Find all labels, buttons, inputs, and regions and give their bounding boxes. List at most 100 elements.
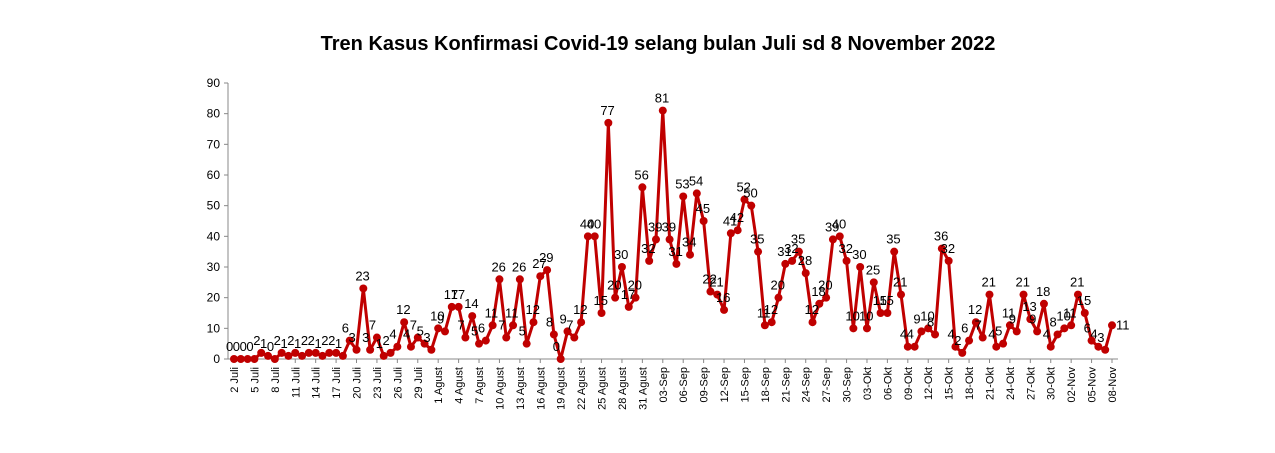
- data-label: 32: [941, 241, 955, 256]
- data-label: 7: [410, 318, 417, 333]
- data-point: [767, 318, 776, 327]
- data-point: [264, 351, 273, 360]
- data-label: 6: [342, 321, 349, 336]
- data-point: [985, 290, 994, 299]
- data-label: 1: [314, 336, 321, 351]
- data-label: 28: [798, 253, 812, 268]
- data-label: 4: [1090, 327, 1097, 342]
- data-label: 9: [1009, 311, 1016, 326]
- data-label: 2: [253, 333, 260, 348]
- data-point: [522, 339, 531, 348]
- y-tick-label: 70: [207, 137, 221, 151]
- series-markers: [230, 106, 1116, 363]
- x-tick-label: 27-Sep: [821, 367, 833, 402]
- x-tick-label: 25 Agust: [597, 367, 609, 410]
- data-label: 4: [907, 327, 914, 342]
- data-label: 21: [1016, 275, 1030, 290]
- x-tick-label: 1 Agust: [433, 367, 445, 404]
- data-label: 4: [389, 327, 396, 342]
- data-label: 56: [634, 167, 648, 182]
- data-point: [304, 348, 313, 357]
- data-label: 21: [1070, 275, 1084, 290]
- data-point: [1101, 345, 1110, 354]
- data-label: 18: [1036, 284, 1050, 299]
- x-tick-label: 22 Agust: [576, 367, 588, 410]
- data-label: 7: [975, 318, 982, 333]
- data-label: 4: [900, 327, 907, 342]
- data-label: 1: [294, 336, 301, 351]
- data-label: 50: [743, 186, 757, 201]
- data-label: 4: [988, 327, 995, 342]
- data-point: [413, 333, 422, 342]
- data-label: 17: [621, 287, 635, 302]
- data-label: 4: [1043, 327, 1050, 342]
- data-label: 13: [1022, 299, 1036, 314]
- data-point: [638, 183, 647, 192]
- data-point: [672, 259, 681, 268]
- data-point: [332, 348, 341, 357]
- data-label: 42: [730, 210, 744, 225]
- y-tick-label: 80: [207, 107, 221, 121]
- data-label: 54: [689, 173, 703, 188]
- data-label: 11: [757, 305, 771, 320]
- data-label: 7: [498, 318, 505, 333]
- data-point: [781, 259, 790, 268]
- data-label: 14: [464, 296, 478, 311]
- data-label: 0: [246, 339, 253, 354]
- data-label: 40: [587, 216, 601, 231]
- data-label: 7: [457, 318, 464, 333]
- data-point: [556, 355, 565, 363]
- data-point: [876, 309, 885, 317]
- data-point: [1053, 330, 1062, 339]
- data-point: [1033, 327, 1042, 336]
- data-label: 30: [852, 247, 866, 262]
- data-point: [502, 333, 511, 342]
- x-tick-label: 19 Agust: [556, 367, 568, 410]
- data-point: [883, 309, 892, 317]
- data-label: 6: [1084, 321, 1091, 336]
- data-label: 40: [580, 216, 594, 231]
- data-point: [536, 272, 545, 281]
- data-point: [862, 324, 871, 333]
- data-label: 2: [321, 333, 328, 348]
- x-tick-label: 12-Sep: [719, 367, 731, 402]
- data-label: 12: [573, 302, 587, 317]
- data-label: 17: [451, 287, 465, 302]
- data-point: [856, 263, 865, 271]
- x-tick-label: 30-Sep: [842, 367, 854, 402]
- data-label: 15: [879, 293, 893, 308]
- data-label: 21: [893, 275, 907, 290]
- data-point: [1094, 342, 1103, 351]
- data-label: 81: [655, 91, 669, 106]
- data-label: 1: [376, 336, 383, 351]
- data-point: [597, 309, 606, 317]
- data-label: 25: [866, 262, 880, 277]
- y-tick-label: 30: [207, 260, 221, 274]
- x-tick-label: 06-Okt: [882, 367, 894, 400]
- data-point: [427, 345, 436, 354]
- data-point: [754, 247, 763, 256]
- data-label: 0: [233, 339, 240, 354]
- data-label: 9: [1029, 311, 1036, 326]
- x-tick-label: 16 Agust: [535, 367, 547, 410]
- data-point: [849, 324, 858, 333]
- data-point: [461, 333, 470, 342]
- data-point: [617, 263, 626, 271]
- data-point: [318, 351, 327, 360]
- x-axis-ticks: 2 Juli 5 Juli 8 Juli 11 Juli 14 Juli 17 Juli 2…: [229, 359, 1119, 410]
- x-tick-label: 23 Juli: [372, 367, 384, 399]
- x-tick-label: 06-Sep: [678, 367, 690, 402]
- x-tick-label: 27-Okt: [1025, 367, 1037, 400]
- data-point: [338, 351, 347, 360]
- data-point: [481, 336, 490, 345]
- x-tick-label: 29 Juli: [413, 367, 425, 399]
- data-label: 11: [1002, 305, 1016, 320]
- data-point: [236, 355, 245, 363]
- data-point: [944, 256, 953, 265]
- data-point: [822, 293, 831, 302]
- data-label: 1: [260, 336, 267, 351]
- data-label: 15: [594, 293, 608, 308]
- x-tick-label: 05-Nov: [1087, 367, 1099, 403]
- data-label: 7: [566, 318, 573, 333]
